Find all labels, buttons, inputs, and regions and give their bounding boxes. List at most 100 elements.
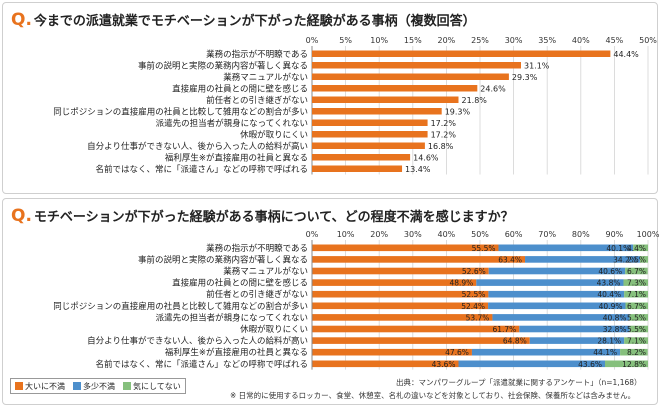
data-label: 21.8% [461, 96, 487, 105]
bar-segment [488, 302, 626, 310]
question-1-panel: Q. 今までの派遣就業でモチベーションが下がった経験がある事柄（複数回答） [2, 2, 658, 194]
data-label: 40.9% [599, 302, 623, 311]
bar-chart-1: 0% 5% 10% 15% 20% 25% 30% 35% 40% 45% 50% 業務の指示が不明瞭… [53, 36, 657, 175]
source-text: 出典：マンパワーグループ「派遣就業に関するアンケート」（n=1,168） [396, 378, 642, 387]
category-label: 自分より仕事ができない人、後から入った人の給料が高い [87, 141, 308, 152]
bar-segment [312, 302, 489, 310]
data-label: 29.3% [512, 73, 538, 82]
question-1-title: Q. 今までの派遣就業でモチベーションが下がった経験がある事柄（複数回答） [11, 10, 476, 30]
x-tick-label: 0% [306, 230, 319, 239]
chart-1-title: 今までの派遣就業でモチベーションが下がった経験がある事柄（複数回答） [33, 14, 476, 29]
x-tick-label: 70% [538, 230, 556, 239]
data-label: 17.2% [431, 119, 457, 128]
bar-segment [312, 267, 489, 275]
data-label: 52.5% [462, 290, 486, 299]
x-tick-label: 90% [606, 230, 624, 239]
data-label: 16.8% [428, 142, 454, 151]
bar-segment [623, 279, 648, 286]
x-tick-label: 40% [438, 230, 456, 239]
x-tick-label: 50% [639, 36, 657, 45]
bar [312, 96, 459, 103]
bar [312, 119, 428, 126]
legend-label: 大いに不満 [25, 381, 65, 391]
x-tick-label: 20% [370, 230, 388, 239]
category-label: 前任者との引き継ぎがない [206, 95, 308, 106]
data-label: 19.3% [445, 107, 471, 116]
x-tick-label: 100% [637, 230, 660, 239]
legend-swatch-orange [15, 382, 23, 390]
bar-segment [498, 244, 634, 252]
bar-segment [625, 302, 648, 310]
bar-segment [529, 337, 625, 344]
bar [312, 131, 428, 138]
bar-segment [624, 290, 648, 298]
x-tick-label: 20% [438, 36, 456, 45]
x-tick-label: 50% [471, 230, 489, 239]
bar-segment [476, 279, 624, 286]
bar [312, 165, 403, 172]
category-label: 業務の指示が不明瞭である [206, 243, 308, 254]
data-label: 8.2% [627, 348, 646, 357]
data-label: 43.6% [432, 360, 456, 369]
legend-item-not-bothered: 気にしてない [123, 381, 181, 392]
category-label: 福利厚生※が直接雇用の社員と異なる [165, 152, 308, 163]
category-label: 派遣先の担当者が親身になってくれない [156, 118, 308, 129]
bar-segment [312, 360, 459, 368]
bar-segment [620, 348, 648, 356]
data-label: 52.6% [462, 267, 486, 276]
data-label: 44.1% [593, 348, 617, 357]
data-label: 5.5% [627, 313, 646, 322]
x-tick-label: 5% [339, 36, 352, 45]
bar-segment [519, 325, 630, 333]
category-label: 休暇が取りにくい [240, 129, 308, 140]
bar [312, 50, 611, 57]
x-tick-label: 45% [606, 36, 624, 45]
x-tick-label: 30% [404, 230, 422, 239]
category-label: 事前の説明と実際の業務内容が著しく異なる [138, 60, 308, 71]
data-label: 44.4% [613, 50, 639, 59]
data-label: 52.4% [461, 302, 485, 311]
data-label: 28.1% [597, 337, 621, 346]
legend-label: 多少不満 [83, 381, 115, 391]
x-tick-label: 60% [505, 230, 523, 239]
category-label: 直接雇用の社員との間に壁を感じる [172, 278, 308, 289]
data-label: 12.8% [622, 360, 646, 369]
category-label: 事前の説明と実際の業務内容が著しく異なる [138, 254, 308, 265]
bar-segment [312, 337, 530, 344]
category-label: 福利厚生※が直接雇用の社員と異なる [165, 347, 308, 358]
category-label: 業務の指示が不明瞭である [206, 49, 308, 60]
q-mark-2: Q. [11, 206, 32, 226]
data-label: 7.1% [627, 337, 646, 346]
bar-segment [312, 314, 493, 321]
footnote-text: ※ 日常的に使用するロッカー、食堂、休憩室、名札の違いなどを対象としており、社会… [230, 391, 636, 400]
bar-segment [624, 337, 648, 344]
x-tick-label: 10% [337, 230, 355, 239]
bar-segment [312, 290, 489, 298]
bar [312, 154, 411, 161]
bar-segment [312, 244, 499, 252]
data-label: 53.7% [466, 313, 490, 322]
x-tick-label: 0% [306, 36, 319, 45]
legend-item-somewhat-dissatisfied: 多少不満 [73, 381, 115, 392]
data-label: 4.4% [627, 244, 646, 253]
data-label: 6.7% [627, 267, 646, 276]
chart-2-title: モチベーションが下がった経験がある事柄について、どの程度不満を感じますか？ [33, 210, 514, 225]
bar-segment [488, 267, 626, 275]
data-label: 47.6% [445, 348, 469, 357]
bar-segment [639, 256, 648, 263]
data-label: 40.8% [603, 313, 627, 322]
bar [312, 62, 521, 69]
bar-segment [629, 314, 648, 321]
x-tick-label: 35% [538, 36, 556, 45]
bar-segment [312, 256, 526, 263]
data-label: 31.1% [524, 61, 550, 70]
bar-segment [525, 256, 640, 263]
legend-swatch-blue [73, 382, 81, 390]
bar-segment [488, 290, 625, 298]
bar-segment [629, 325, 648, 333]
category-label: 名前ではなく、常に「派遣さん」などの呼称で呼ばれる [95, 359, 308, 370]
data-label: 34.2% [613, 255, 637, 264]
data-label: 40.1% [606, 244, 630, 253]
data-label: 14.6% [413, 153, 439, 162]
